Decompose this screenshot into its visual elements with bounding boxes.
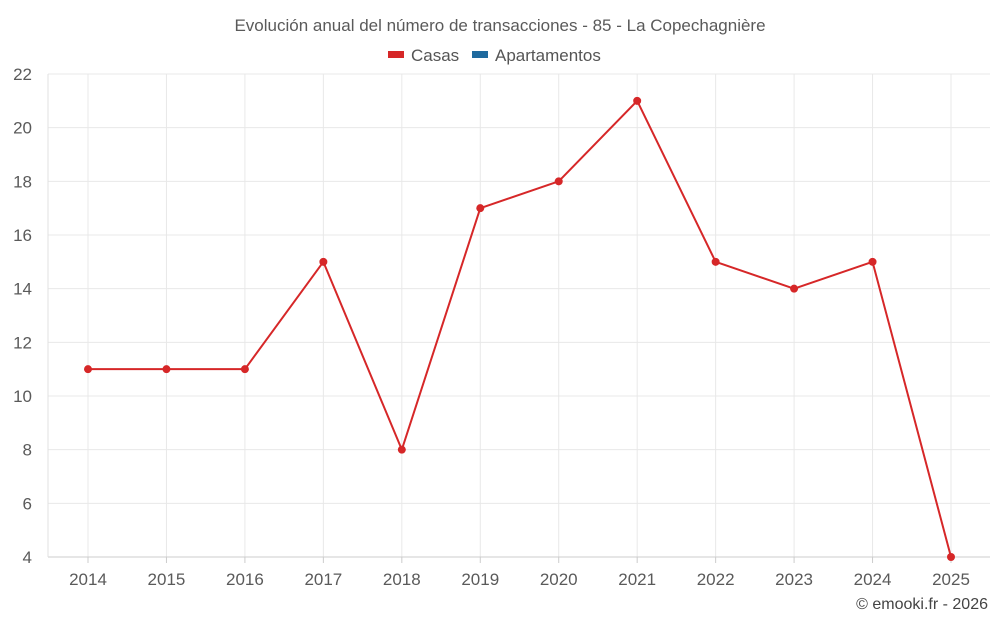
x-tick-label: 2015	[148, 570, 186, 589]
x-tick-label: 2016	[226, 570, 264, 589]
y-tick-label: 8	[23, 441, 32, 460]
legend-swatch-apartamentos	[472, 51, 488, 58]
y-tick-label: 10	[13, 387, 32, 406]
data-point[interactable]	[162, 365, 171, 374]
y-tick-label: 6	[23, 494, 32, 513]
data-point[interactable]	[319, 257, 328, 266]
data-point[interactable]	[397, 445, 406, 454]
y-tick-label: 4	[23, 548, 32, 567]
x-tick-label: 2019	[461, 570, 499, 589]
y-tick-label: 20	[13, 119, 32, 138]
x-tick-label: 2024	[854, 570, 892, 589]
legend-label-casas[interactable]: Casas	[411, 46, 459, 65]
data-point[interactable]	[868, 257, 877, 266]
x-tick-label: 2014	[69, 570, 107, 589]
chart-title: Evolución anual del número de transaccio…	[234, 16, 765, 35]
y-tick-label: 16	[13, 226, 32, 245]
x-tick-label: 2018	[383, 570, 421, 589]
x-tick-label: 2020	[540, 570, 578, 589]
x-tick-label: 2017	[304, 570, 342, 589]
y-tick-label: 18	[13, 172, 32, 191]
series-line-casas	[88, 99, 952, 558]
y-tick-label: 12	[13, 333, 32, 352]
data-point[interactable]	[240, 365, 249, 374]
credit-text: © emooki.fr - 2026	[856, 596, 988, 613]
legend[interactable]: Casas Apartamentos	[388, 46, 601, 65]
data-point[interactable]	[790, 284, 799, 293]
x-tick-label: 2025	[932, 570, 970, 589]
x-tick-label: 2022	[697, 570, 735, 589]
y-tick-label: 22	[13, 65, 32, 84]
x-tick-label: 2021	[618, 570, 656, 589]
data-point[interactable]	[947, 553, 955, 561]
data-point[interactable]	[711, 257, 720, 266]
data-point[interactable]	[633, 96, 642, 105]
x-tick-label: 2023	[775, 570, 813, 589]
data-point[interactable]	[84, 365, 92, 374]
legend-swatch-casas	[388, 51, 404, 58]
data-point[interactable]	[554, 177, 563, 186]
y-tick-label: 14	[13, 280, 32, 299]
legend-label-apartamentos[interactable]: Apartamentos	[495, 46, 601, 65]
grid	[48, 73, 990, 558]
series	[84, 96, 955, 561]
data-point[interactable]	[476, 204, 485, 213]
